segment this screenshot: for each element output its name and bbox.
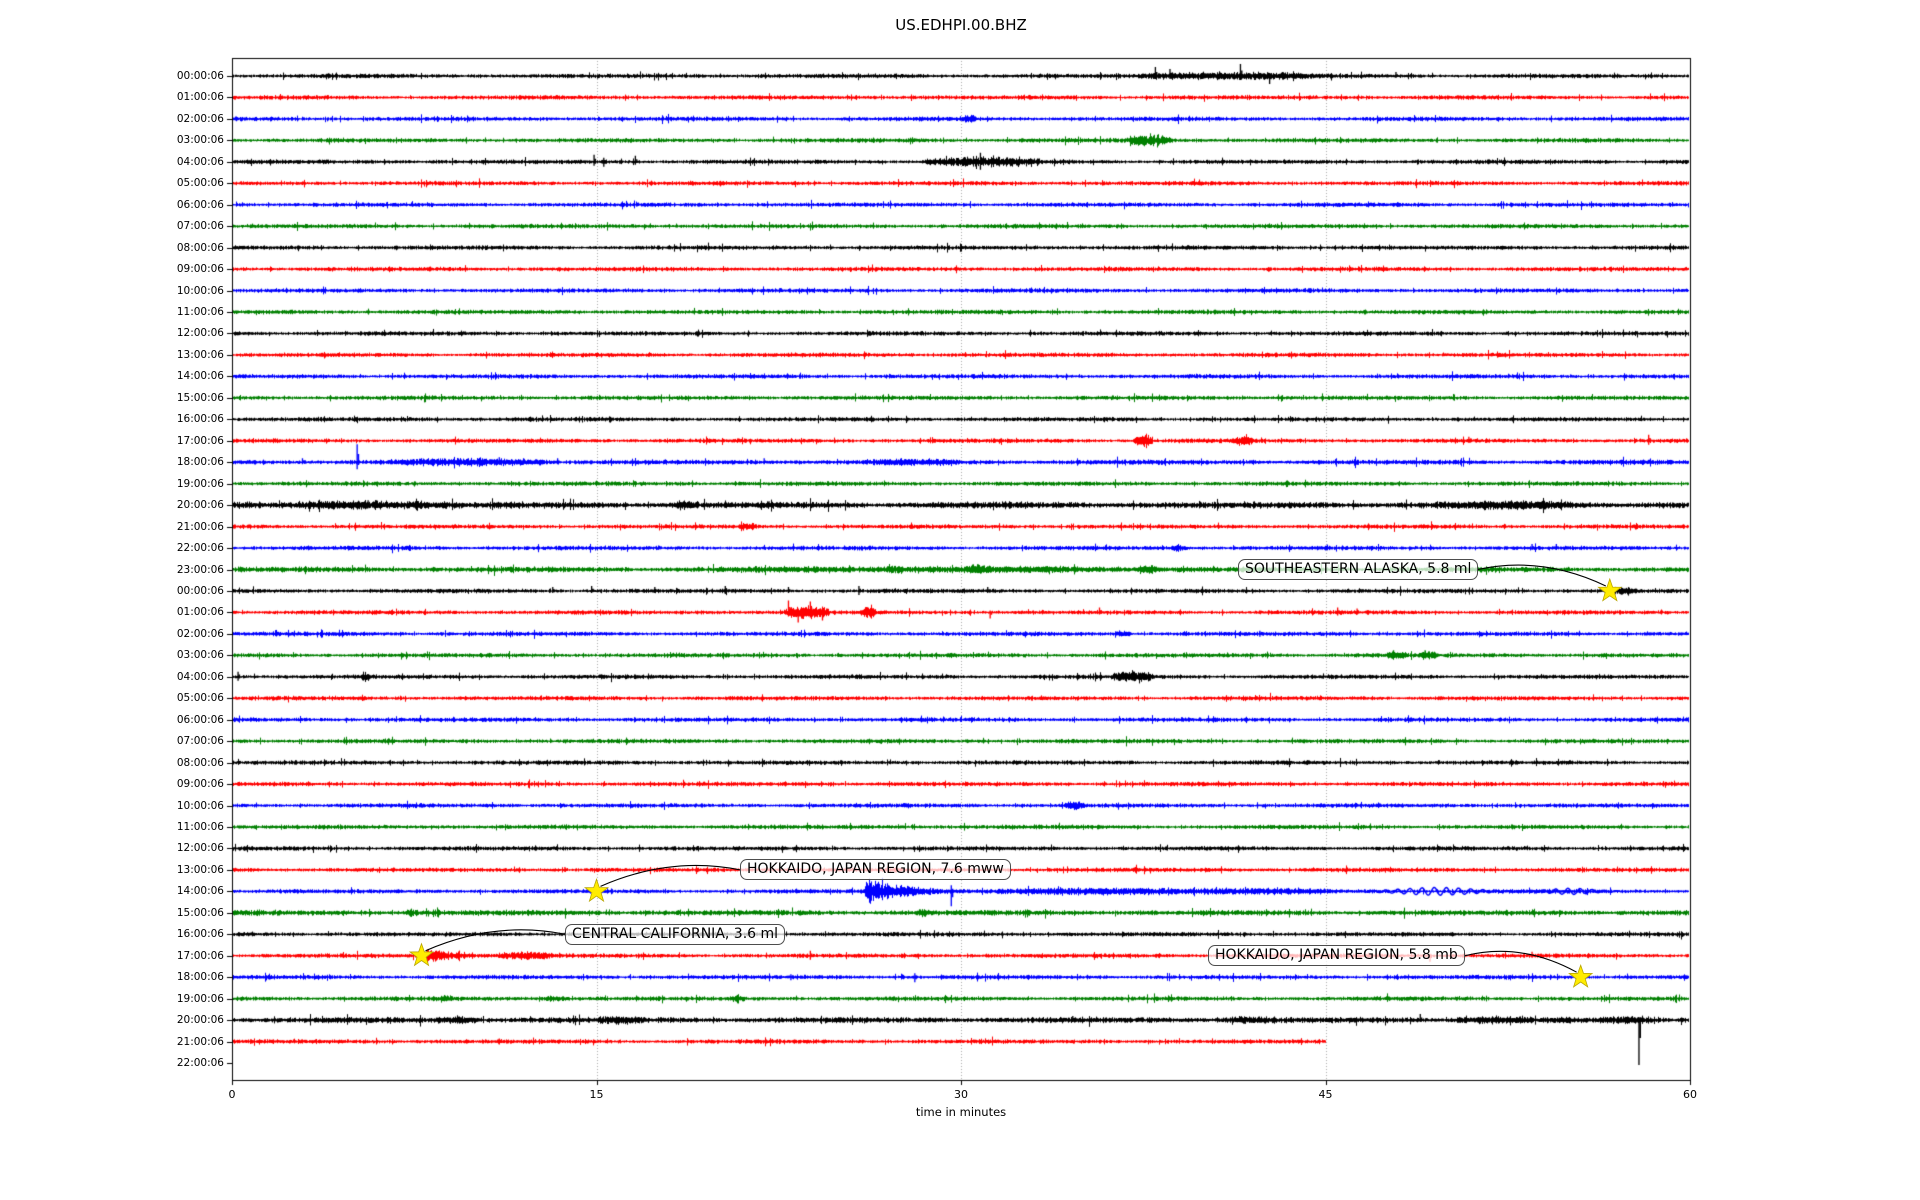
y-tick-label: 04:00:06 (176, 155, 224, 168)
y-tick-label: 15:00:06 (176, 391, 224, 404)
y-tick-label: 00:00:06 (176, 584, 224, 597)
y-tick-label: 14:00:06 (176, 885, 224, 898)
y-tick-label: 17:00:06 (176, 949, 224, 962)
event-annotation: CENTRAL CALIFORNIA, 3.6 ml (565, 923, 786, 945)
y-tick-label: 08:00:06 (176, 756, 224, 769)
event-annotation: SOUTHEASTERN ALASKA, 5.8 ml (1238, 559, 1479, 580)
event-annotation: HOKKAIDO, JAPAN REGION, 7.6 mww (740, 859, 1011, 881)
x-tick-label: 0 (228, 1088, 236, 1101)
y-tick-label: 19:00:06 (176, 477, 224, 490)
x-tick-label: 15 (589, 1088, 604, 1101)
y-tick-label: 15:00:06 (176, 906, 224, 919)
y-tick-label: 07:00:06 (176, 735, 224, 748)
y-tick-label: 12:00:06 (176, 327, 224, 340)
y-tick-label: 00:00:06 (176, 70, 224, 82)
y-tick-label: 21:00:06 (176, 520, 224, 533)
y-tick-label: 18:00:06 (176, 971, 224, 984)
y-tick-label: 16:00:06 (176, 413, 224, 426)
y-tick-label: 20:00:06 (176, 499, 224, 512)
y-tick-label: 10:00:06 (176, 799, 224, 812)
y-tick-label: 07:00:06 (176, 220, 224, 233)
y-tick-label: 18:00:06 (176, 456, 224, 469)
y-tick-label: 11:00:06 (176, 820, 224, 833)
y-tick-label: 01:00:06 (176, 606, 224, 619)
y-tick-label: 06:00:06 (176, 713, 224, 726)
y-tick-label: 03:00:06 (176, 134, 224, 147)
y-tick-label: 02:00:06 (176, 627, 224, 640)
x-tick-label: 60 (1683, 1088, 1697, 1101)
y-tick-label: 23:00:06 (176, 563, 224, 576)
x-tick-label: 45 (1318, 1088, 1333, 1101)
plot-title: US.EDHPI.00.BHZ (895, 16, 1027, 34)
y-tick-label: 08:00:06 (176, 241, 224, 254)
y-tick-label: 05:00:06 (176, 177, 224, 190)
y-tick-label: 01:00:06 (176, 91, 224, 104)
y-tick-label: 17:00:06 (176, 434, 224, 447)
y-tick-label: 22:00:06 (176, 1057, 224, 1069)
y-tick-label: 09:00:06 (176, 778, 224, 791)
y-tick-label: 22:00:06 (176, 542, 224, 555)
x-axis-title: time in minutes (915, 1105, 1007, 1119)
x-tick-label: 30 (954, 1088, 968, 1101)
y-tick-label: 06:00:06 (176, 198, 224, 211)
event-annotation: HOKKAIDO, JAPAN REGION, 5.8 mb (1208, 945, 1465, 967)
y-tick-label: 12:00:06 (176, 842, 224, 855)
y-tick-label: 20:00:06 (176, 1014, 224, 1027)
y-tick-label: 11:00:06 (176, 306, 224, 319)
y-tick-label: 05:00:06 (176, 692, 224, 705)
y-tick-label: 14:00:06 (176, 370, 224, 383)
y-tick-label: 13:00:06 (176, 348, 224, 361)
y-tick-label: 09:00:06 (176, 263, 224, 276)
y-tick-label: 21:00:06 (176, 1035, 224, 1048)
y-tick-label: 13:00:06 (176, 863, 224, 876)
y-tick-label: 16:00:06 (176, 928, 224, 941)
y-tick-label: 03:00:06 (176, 649, 224, 662)
y-tick-label: 04:00:06 (176, 670, 224, 683)
y-tick-label: 02:00:06 (176, 112, 224, 125)
y-tick-label: 10:00:06 (176, 284, 224, 297)
y-tick-label: 19:00:06 (176, 992, 224, 1005)
